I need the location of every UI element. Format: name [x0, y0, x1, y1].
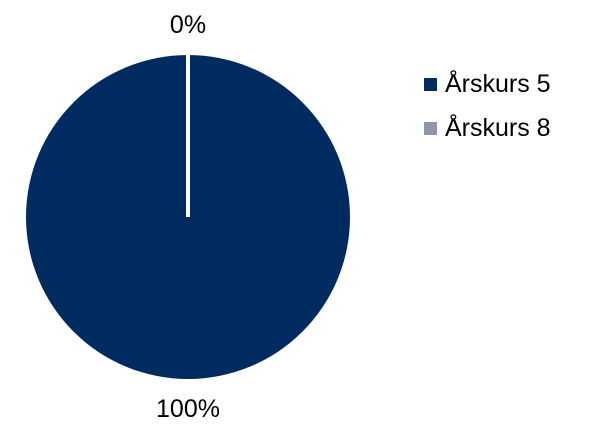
legend-swatch-arskurs-5 [424, 78, 437, 91]
legend-item-arskurs-5: Årskurs 5 [424, 62, 551, 106]
data-label-arskurs-5: 100% [156, 395, 220, 423]
legend-swatch-arskurs-8 [424, 122, 437, 135]
legend-label-arskurs-8: Årskurs 8 [445, 114, 551, 143]
chart-legend: Årskurs 5 Årskurs 8 [424, 62, 551, 150]
legend-label-arskurs-5: Årskurs 5 [445, 70, 551, 99]
legend-item-arskurs-8: Årskurs 8 [424, 106, 551, 150]
data-label-arskurs-8: 0% [170, 11, 206, 39]
